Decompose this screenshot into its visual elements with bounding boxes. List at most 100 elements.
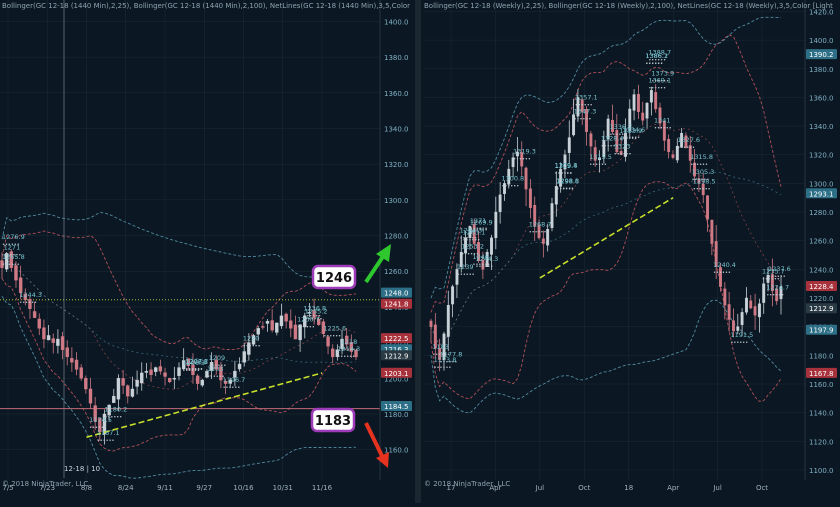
candle-body xyxy=(524,167,528,190)
candle-body xyxy=(757,303,761,318)
candle-body xyxy=(753,306,757,316)
axis-flag-label: 1212.9 xyxy=(809,305,834,313)
price-label: 1173.8 xyxy=(434,356,457,364)
candle-body xyxy=(688,145,692,161)
x-tick-label: Apr xyxy=(667,484,679,492)
candle-body xyxy=(140,372,144,384)
candle-body xyxy=(589,133,593,147)
price-dots: •••••• xyxy=(182,368,200,374)
candle-body xyxy=(284,313,288,322)
candle-body xyxy=(520,152,524,167)
candle-body xyxy=(116,378,121,400)
axis-flag-label: 1203.1 xyxy=(384,370,409,378)
price-label: 1235.2 xyxy=(305,307,328,315)
candle-body xyxy=(606,118,610,140)
candle-body xyxy=(736,326,740,331)
price-label: 1341 xyxy=(654,117,671,125)
pane-divider[interactable] xyxy=(415,0,421,503)
candle-body xyxy=(335,349,340,358)
candle-body xyxy=(51,338,55,343)
candle-body xyxy=(293,324,298,340)
candle-body xyxy=(459,251,463,268)
price-dots: •••••• xyxy=(297,325,315,331)
price-dots: •••••• xyxy=(648,57,666,63)
candle-body xyxy=(528,188,532,208)
candle-body xyxy=(727,304,731,320)
candle-body xyxy=(326,336,330,347)
price-label: 1298.6 xyxy=(556,177,579,185)
price-label: 1388.7 xyxy=(648,48,671,56)
axis-flag-label: 1216.3 xyxy=(384,346,409,354)
price-label: 1244.3 xyxy=(19,291,42,299)
candle-body xyxy=(275,322,279,333)
price-dots: •••••• xyxy=(4,253,22,259)
price-label: 1269.9 xyxy=(470,219,493,227)
price-label: 1174.5 xyxy=(89,416,112,424)
candle-body xyxy=(46,335,51,341)
axis-flag-label: 1184.5 xyxy=(384,403,409,411)
price-dots: •••••• xyxy=(692,177,710,183)
price-dots: •••••• xyxy=(575,103,593,109)
price-dots: •••••• xyxy=(513,157,531,163)
price-dots: •••••• xyxy=(645,61,663,67)
candle-body xyxy=(641,112,645,121)
axis-flag-label: 1167.8 xyxy=(809,370,834,378)
candle-body xyxy=(744,297,748,313)
price-label: 1334.6 xyxy=(622,126,645,134)
axis-flag xyxy=(381,287,412,298)
candle-body xyxy=(205,370,209,378)
weekly-chart-pane[interactable]: 1386.1••••••1357.1••••••1269.9••••••1268… xyxy=(424,0,837,492)
daily-chart-pane[interactable]: 1276.9••••••1271••••••1265.8••••••1244.3… xyxy=(0,0,412,492)
candle-body xyxy=(714,241,718,267)
price-label: 1319.3 xyxy=(513,148,536,156)
candle-body xyxy=(481,259,485,270)
price-dots: •••••• xyxy=(461,251,479,257)
y-tick-label: 1400.0 xyxy=(384,18,409,26)
candle-body xyxy=(0,260,4,268)
y-tick-label: 1420.0 xyxy=(809,8,834,16)
candle-body xyxy=(572,114,576,136)
price-label: 1230.7 xyxy=(297,316,320,324)
candle-body xyxy=(149,369,153,375)
callout-1246: 1246 xyxy=(311,264,357,290)
price-dots: •••••• xyxy=(470,226,488,232)
candle-body xyxy=(611,119,614,133)
candle-body xyxy=(490,237,493,255)
candle-body xyxy=(567,137,571,153)
candle-body xyxy=(602,140,606,158)
candle-body xyxy=(270,320,274,331)
price-dots: •••••• xyxy=(713,270,731,276)
y-tick-label: 1360.0 xyxy=(384,90,409,98)
candle-body xyxy=(498,194,502,212)
candle-body xyxy=(615,130,619,153)
price-label: 1357.1 xyxy=(575,94,598,102)
daily-grid xyxy=(0,0,380,480)
weekly-x-axis: 17 Apr Jul Oct 18 Apr Jul Oct xyxy=(447,484,769,492)
price-dots: •••••• xyxy=(768,274,786,280)
daily-candles xyxy=(0,249,358,445)
price-dots: •••••• xyxy=(622,135,640,141)
bollinger-lower-band xyxy=(1,278,357,452)
axis-flag xyxy=(806,280,837,291)
bollinger-lower-band xyxy=(430,181,782,402)
price-dots: •••••• xyxy=(473,262,491,268)
candle-body xyxy=(619,151,623,155)
candle-body xyxy=(485,251,489,267)
price-label: 1236.8 xyxy=(303,305,326,313)
y-tick-label: 1380.0 xyxy=(809,66,834,74)
y-tick-label: 1160.0 xyxy=(384,447,409,455)
x-tick-label: 8/24 xyxy=(118,484,134,492)
x-tick-label: 11/16 xyxy=(312,484,333,492)
price-dots: •••••• xyxy=(589,162,607,168)
candle-body xyxy=(563,154,567,170)
price-dots: •••••• xyxy=(463,237,481,243)
candle-body xyxy=(701,183,705,196)
candle-body xyxy=(593,147,597,161)
price-dots: •••••• xyxy=(19,300,37,306)
candle-body xyxy=(167,378,172,383)
trendline-dashed xyxy=(539,197,674,279)
y-tick-label: 1240.0 xyxy=(809,266,834,274)
x-tick-label: 7/23 xyxy=(39,484,55,492)
candle-body xyxy=(598,157,601,161)
y-tick-label: 1360.0 xyxy=(809,94,834,102)
